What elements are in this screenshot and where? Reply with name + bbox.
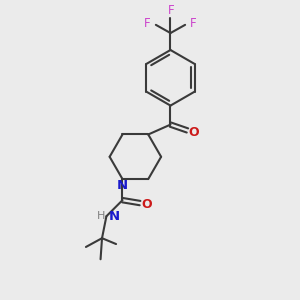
Text: F: F xyxy=(168,4,174,17)
Text: F: F xyxy=(190,17,196,30)
Text: H: H xyxy=(97,211,105,221)
Text: O: O xyxy=(141,198,152,211)
Text: O: O xyxy=(189,126,199,139)
Text: N: N xyxy=(109,210,120,223)
Text: N: N xyxy=(117,179,128,192)
Text: F: F xyxy=(144,17,151,30)
